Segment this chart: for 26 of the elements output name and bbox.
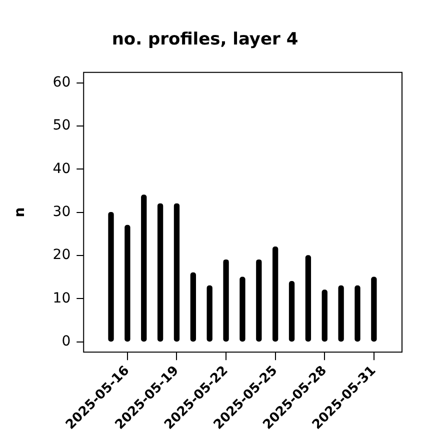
bar xyxy=(305,255,312,342)
bar xyxy=(174,203,180,342)
y-tick-label: 20 xyxy=(52,247,71,264)
y-tick-label: 0 xyxy=(62,333,71,350)
y-tick-label: 40 xyxy=(52,160,71,177)
bar xyxy=(338,285,344,342)
bar xyxy=(240,276,246,342)
bar xyxy=(141,194,147,342)
bar xyxy=(206,285,212,342)
y-tick-label: 10 xyxy=(52,290,71,306)
bar xyxy=(256,259,262,342)
y-tick-label: 50 xyxy=(52,118,71,134)
bar xyxy=(371,276,377,342)
bar xyxy=(108,212,114,342)
bar xyxy=(223,259,229,342)
bar xyxy=(157,203,164,342)
bar xyxy=(272,246,278,342)
y-tick-label: 30 xyxy=(52,204,71,220)
bar xyxy=(124,224,130,342)
bar xyxy=(288,281,295,342)
bar xyxy=(322,290,328,342)
y-axis-title: n xyxy=(12,207,28,218)
chart-title: no. profiles, layer 4 xyxy=(112,30,298,50)
bar xyxy=(190,272,196,342)
y-tick-label: 60 xyxy=(52,74,71,90)
bar xyxy=(354,285,360,342)
